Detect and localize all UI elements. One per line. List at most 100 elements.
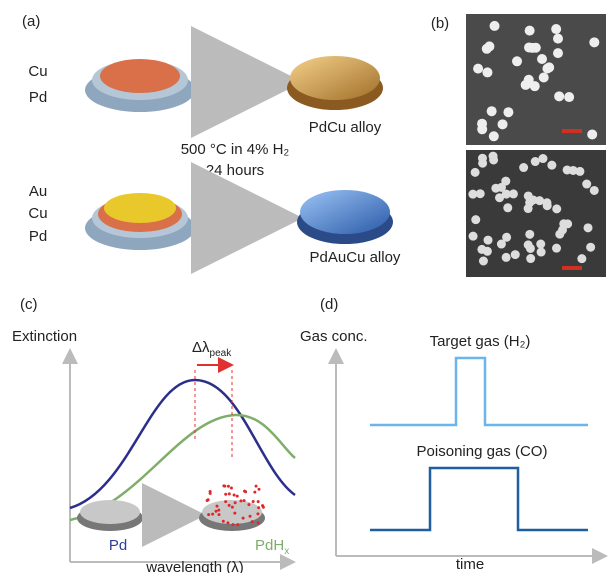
particle-dot xyxy=(531,157,540,166)
h-atom xyxy=(224,500,227,503)
particle-dot xyxy=(587,129,597,139)
h-atom xyxy=(206,499,209,502)
h-atom xyxy=(257,506,260,509)
scale-bar xyxy=(562,266,582,270)
h-atom xyxy=(257,521,260,524)
curve-pd xyxy=(70,380,295,508)
particle-dot xyxy=(502,253,511,262)
particle-dot xyxy=(521,80,531,90)
particle-dot xyxy=(525,230,534,239)
particle-dot xyxy=(497,240,506,249)
h-atom xyxy=(232,523,235,526)
product-label: PdAuCu alloy xyxy=(310,249,401,266)
particle-dot xyxy=(519,163,528,172)
condition: 500 °C in 4% H₂ xyxy=(181,141,290,158)
particle-dot xyxy=(554,91,564,101)
figure: (a) Cu Pd PdCu alloy 500 °C in 4% H₂ 24 … xyxy=(0,0,610,573)
particle-dot xyxy=(527,43,537,53)
layer-label: Au xyxy=(29,183,47,200)
shift-symbol: Δλ xyxy=(192,339,210,356)
particle-dot xyxy=(584,223,593,232)
layer-label: Pd xyxy=(29,228,47,245)
h-atom xyxy=(207,513,210,516)
particle-dot xyxy=(483,247,492,256)
particle-dot xyxy=(471,168,480,177)
particle-dot xyxy=(476,189,485,198)
signal-label: Target gas (H₂) xyxy=(430,333,531,350)
h-atom xyxy=(258,488,261,491)
h-atom xyxy=(216,505,219,508)
h-atom xyxy=(261,504,264,507)
particle-dot xyxy=(484,41,494,51)
particle-dot xyxy=(503,203,512,212)
h-atom xyxy=(253,491,256,494)
particle-dot xyxy=(478,159,487,168)
disk-bilayer xyxy=(85,59,195,112)
particle xyxy=(77,500,143,531)
particle-dot xyxy=(473,64,483,74)
particle-dot xyxy=(526,244,535,253)
h-atom xyxy=(230,487,233,490)
particle-dot xyxy=(477,124,487,134)
particle-dot xyxy=(503,107,513,117)
particle-dot xyxy=(511,250,520,259)
particle-dot xyxy=(487,106,497,116)
axis-title: Gas conc. xyxy=(300,328,368,345)
particle-dot xyxy=(469,232,478,241)
particle-base: PdH xyxy=(255,537,284,554)
h-atom xyxy=(222,520,225,523)
particle-dot xyxy=(491,184,500,193)
particle-dot xyxy=(569,166,578,175)
h-atom xyxy=(236,495,239,498)
particle-dot xyxy=(536,240,545,249)
h-atom xyxy=(228,492,231,495)
h-atom xyxy=(251,520,254,523)
sem-image xyxy=(466,14,606,145)
h-atom xyxy=(223,485,226,488)
h-atom xyxy=(252,500,255,503)
panel-label: (a) xyxy=(22,13,40,30)
particle-dot xyxy=(544,62,554,72)
particle-dot xyxy=(482,67,492,77)
particle-dot xyxy=(551,24,561,34)
particle-dot xyxy=(577,254,586,263)
particle-dot xyxy=(553,48,563,58)
particle-dot xyxy=(498,119,508,129)
h-atom xyxy=(209,492,212,495)
particle-dot xyxy=(535,196,544,205)
h-atom xyxy=(234,501,237,504)
particle-dot xyxy=(586,243,595,252)
particle-dot xyxy=(552,244,561,253)
particle-dot xyxy=(582,180,591,189)
disk-trilayer xyxy=(85,193,195,250)
h-atom xyxy=(217,509,220,512)
product-label: PdCu alloy xyxy=(309,119,382,136)
layer-label: Cu xyxy=(28,205,47,222)
particle-dot xyxy=(490,21,500,31)
target-signal xyxy=(370,358,588,425)
particle-dot xyxy=(524,191,533,200)
particle-dot xyxy=(526,254,535,263)
h-atom xyxy=(242,517,245,520)
disk-alloy xyxy=(287,56,383,110)
panel-label: (d) xyxy=(320,296,338,313)
axis-title: time xyxy=(456,556,484,573)
layer-label: Cu xyxy=(28,63,47,80)
disk-alloy xyxy=(297,190,393,244)
particle-dot xyxy=(552,204,561,213)
h-atom xyxy=(249,515,252,518)
shift-subscript: peak xyxy=(210,348,233,359)
h-atom xyxy=(243,499,246,502)
particle-dot xyxy=(484,236,493,245)
particle-dot xyxy=(537,54,547,64)
particle-dot xyxy=(525,26,535,36)
h-atom xyxy=(256,512,259,515)
particle-dot xyxy=(564,92,574,102)
h-atom xyxy=(247,503,250,506)
particle-dot xyxy=(489,152,498,161)
particle-dot xyxy=(559,219,568,228)
h-atom xyxy=(255,485,258,488)
h-atom xyxy=(211,513,214,516)
h-atom xyxy=(217,513,220,516)
h-atom xyxy=(228,504,231,507)
